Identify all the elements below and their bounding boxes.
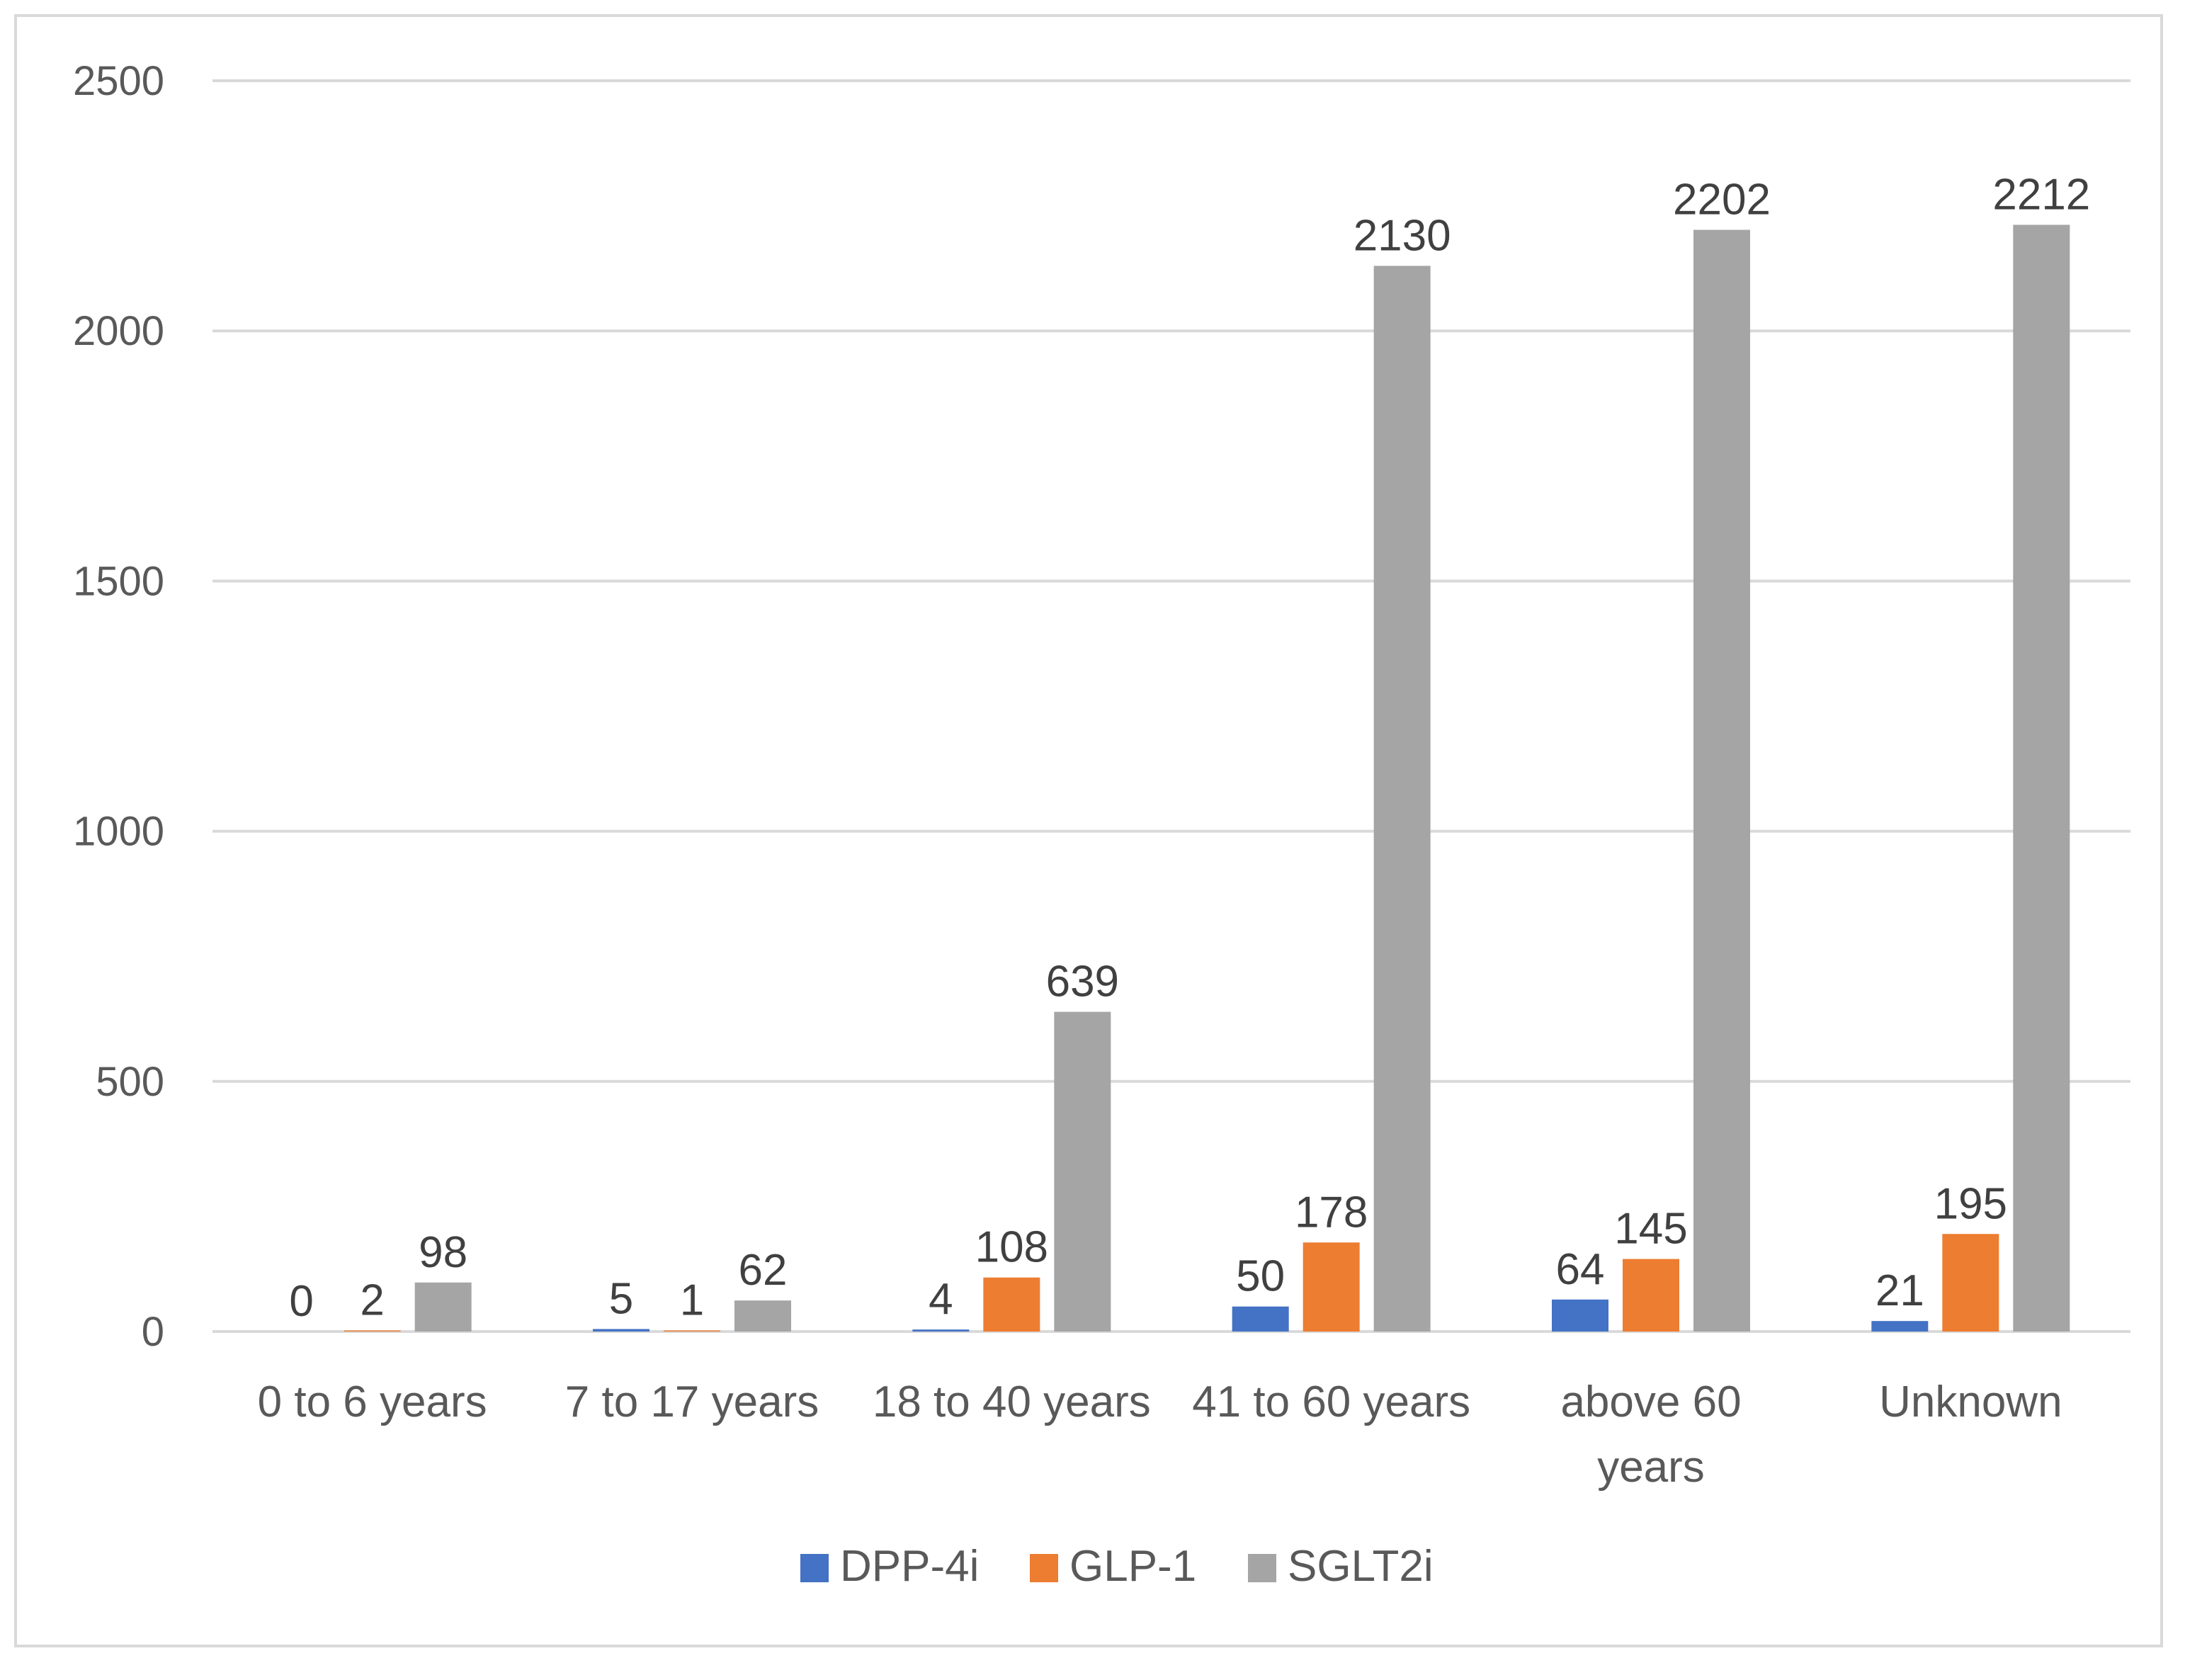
data-label-dpp-4i-18-to-40-years: 4 — [929, 1275, 953, 1324]
data-label-glp-1-41-to-60-years: 178 — [1295, 1188, 1368, 1237]
bar-glp-1-18-to-40-years — [983, 1277, 1040, 1332]
data-label-dpp-4i-41-to-60-years: 50 — [1236, 1252, 1285, 1301]
data-label-sglt2i-0-to-6-years: 98 — [419, 1228, 467, 1277]
legend-swatch-dpp-4i — [800, 1554, 829, 1582]
x-category-label-18-to-40-years: 18 to 40 years — [873, 1378, 1151, 1426]
data-label-sglt2i-41-to-60-years: 2130 — [1353, 211, 1451, 260]
y-tick-label-0: 0 — [142, 1309, 164, 1355]
x-category-label-41-to-60-years: 41 to 60 years — [1192, 1378, 1470, 1426]
x-category-label-above-60-years-line-2: years — [1597, 1443, 1705, 1492]
legend: DPP-4i GLP-1 SGLT2i — [800, 1542, 1434, 1591]
x-axis-category-labels: 0 to 6 years 7 to 17 years 18 to 40 years 4… — [258, 1378, 2062, 1492]
data-label-sglt2i-unknown: 2212 — [1992, 170, 2090, 219]
bar-sglt2i-0-to-6-years — [414, 1282, 472, 1332]
bar-glp-1-0-to-6-years — [344, 1330, 401, 1332]
y-axis-tick-labels: 0 500 1000 1500 2000 2500 — [73, 58, 164, 1355]
legend-label-sglt2i: SGLT2i — [1288, 1542, 1434, 1591]
bar-glp-1-41-to-60-years — [1303, 1242, 1360, 1332]
data-label-glp-1-7-to-17-years: 1 — [680, 1276, 704, 1325]
y-tick-label-1500: 1500 — [73, 558, 164, 604]
legend-label-dpp-4i: DPP-4i — [840, 1542, 979, 1591]
bar-dpp-4i-7-to-17-years — [593, 1329, 649, 1332]
gridlines — [212, 79, 2130, 1333]
bars — [344, 225, 2070, 1332]
data-label-glp-1-above-60-years: 145 — [1614, 1205, 1687, 1254]
bar-sglt2i-unknown — [2013, 225, 2070, 1332]
legend-label-glp-1: GLP-1 — [1069, 1542, 1196, 1591]
y-tick-label-1000: 1000 — [73, 809, 164, 855]
legend-swatch-sglt2i — [1248, 1554, 1276, 1582]
data-label-sglt2i-above-60-years: 2202 — [1673, 176, 1771, 225]
bar-sglt2i-41-to-60-years — [1373, 266, 1431, 1332]
bar-sglt2i-7-to-17-years — [734, 1300, 791, 1332]
x-category-label-above-60-years-line-1: above 60 — [1560, 1378, 1741, 1426]
x-category-label-7-to-17-years: 7 to 17 years — [565, 1378, 819, 1426]
y-tick-label-500: 500 — [96, 1059, 164, 1105]
bar-sglt2i-above-60-years — [1693, 229, 1750, 1332]
data-label-glp-1-18-to-40-years: 108 — [975, 1223, 1048, 1272]
data-label-dpp-4i-above-60-years: 64 — [1556, 1245, 1605, 1294]
x-category-label-0-to-6-years: 0 to 6 years — [258, 1378, 487, 1426]
data-label-sglt2i-18-to-40-years: 639 — [1046, 958, 1119, 1006]
y-tick-label-2500: 2500 — [73, 58, 164, 104]
chart-frame: 0 500 1000 1500 2000 2500 0 5 4 50 64 21 2 1 108 178 14… — [14, 14, 2163, 1647]
bar-dpp-4i-above-60-years — [1552, 1299, 1608, 1332]
data-label-dpp-4i-unknown: 21 — [1875, 1266, 1924, 1315]
bar-dpp-4i-18-to-40-years — [912, 1329, 970, 1332]
bar-sglt2i-18-to-40-years — [1054, 1011, 1111, 1332]
bar-glp-1-unknown — [1942, 1234, 1999, 1332]
data-label-sglt2i-7-to-17-years: 62 — [739, 1246, 788, 1295]
data-label-glp-1-unknown: 195 — [1934, 1179, 2007, 1228]
bar-glp-1-above-60-years — [1623, 1259, 1679, 1332]
bar-dpp-4i-41-to-60-years — [1232, 1306, 1289, 1332]
y-tick-label-2000: 2000 — [73, 308, 164, 354]
legend-swatch-glp-1 — [1030, 1554, 1058, 1582]
data-label-dpp-4i-0-to-6-years: 0 — [289, 1277, 313, 1326]
data-label-glp-1-0-to-6-years: 2 — [360, 1276, 384, 1325]
bar-dpp-4i-unknown — [1871, 1321, 1929, 1332]
x-category-label-unknown: Unknown — [1879, 1378, 2062, 1426]
bar-glp-1-7-to-17-years — [664, 1330, 720, 1332]
data-label-dpp-4i-7-to-17-years: 5 — [609, 1274, 633, 1323]
